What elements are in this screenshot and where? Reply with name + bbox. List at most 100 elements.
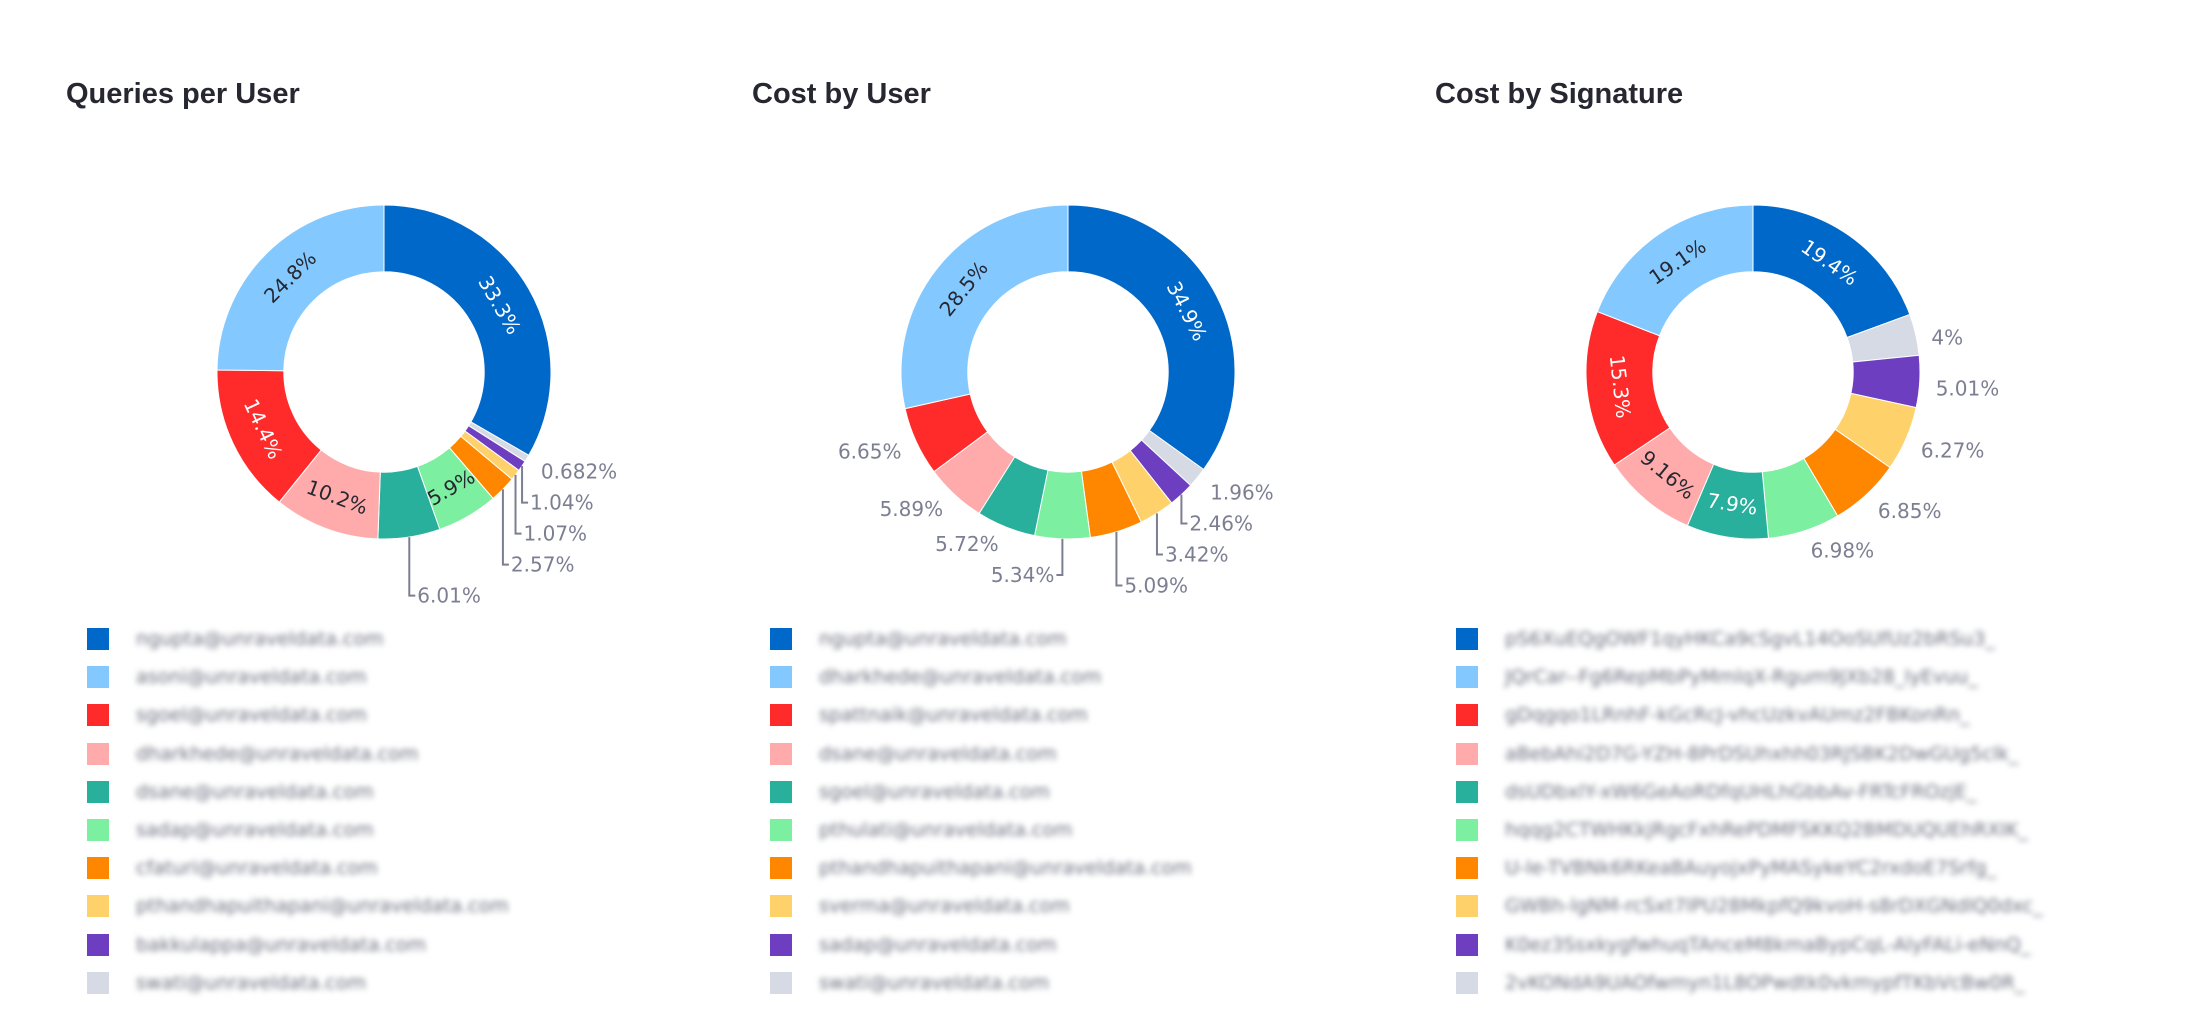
legend-item[interactable]: sadap@unraveldata.com xyxy=(87,811,509,849)
legend-item[interactable]: K0ez3SsxkygfwhuqTAnceM8kmaBypCqL-AlyFALi… xyxy=(1456,926,2043,964)
slice-label: 3.42% xyxy=(1165,543,1229,567)
legend-item[interactable]: ngupta@unraveldata.com xyxy=(770,620,1192,658)
legend-label: dharkhede@unraveldata.com xyxy=(819,666,1102,689)
legend-item[interactable]: 2vKONdA9UAOfwmyn1L8OPwdtk0vkmypfTKbVcBw0… xyxy=(1456,964,2043,1002)
legend-item[interactable]: hqqg2CTWHKkjRgcFxhRePDMFSKKQ2BMDUQUEhRXI… xyxy=(1456,811,2043,849)
legend-item[interactable]: sadap@unraveldata.com xyxy=(770,926,1192,964)
slice-label: 5.89% xyxy=(880,497,944,521)
legend: ngupta@unraveldata.com dharkhede@unraveld… xyxy=(770,620,1192,1002)
legend-swatch xyxy=(87,780,109,803)
legend-item[interactable]: pthandhapuithapani@unraveldata.com xyxy=(770,849,1192,887)
donut-chart: 19.4%7.9%9.16%15.3%19.1%4%5.01%6.27%6.85… xyxy=(1585,204,2000,562)
legend-item[interactable]: dharkhede@unraveldata.com xyxy=(770,658,1192,696)
slice-label: 1.07% xyxy=(524,522,588,546)
legend-swatch xyxy=(1456,895,1478,918)
legend-label: spattnaik@unraveldata.com xyxy=(819,704,1088,727)
legend-item[interactable]: bakkulappa@unraveldata.com xyxy=(87,926,509,964)
chart-title: Queries per User xyxy=(66,78,300,110)
legend-label: dharkhede@unraveldata.com xyxy=(136,742,419,765)
legend-item[interactable]: asoni@unraveldata.com xyxy=(87,658,509,696)
pie-slice[interactable] xyxy=(216,204,385,372)
legend-swatch xyxy=(1456,780,1478,803)
chart-title: Cost by User xyxy=(752,78,931,110)
slice-label: 0.682% xyxy=(541,460,617,484)
slice-label: 2.57% xyxy=(511,553,575,577)
legend-swatch xyxy=(1456,704,1478,727)
legend-swatch xyxy=(87,628,109,651)
legend-swatch xyxy=(1456,666,1478,689)
slice-label: 5.09% xyxy=(1124,574,1188,598)
legend-swatch xyxy=(770,971,792,994)
pie-slice[interactable] xyxy=(383,204,552,456)
legend-label: aBebAhi2D7G-YZH-8PrDSUhxhh03RJSBK2DwGUg5… xyxy=(1505,742,2019,765)
legend-swatch xyxy=(87,704,109,727)
legend-label: JQrCar--Fg6RepMbPyMmlqX-Rgum9JXb28_lyEvu… xyxy=(1505,666,1978,689)
legend-item[interactable]: dsUDbxlY-xW6GeAoRDfqUHLhGbbAv-FRTcFROzjE… xyxy=(1456,773,2043,811)
legend-item[interactable]: gDqgqo1LRnhF-kGcRcJ-vhcUzkvAUmz2FBKonRn_ xyxy=(1456,696,2043,734)
legend-item[interactable]: JQrCar--Fg6RepMbPyMmlqX-Rgum9JXb28_lyEvu… xyxy=(1456,658,2043,696)
slice-label: 6.27% xyxy=(1921,438,1985,462)
slice-label: 6.85% xyxy=(1878,499,1942,523)
legend-label: K0ez3SsxkygfwhuqTAnceM8kmaBypCqL-AlyFALi… xyxy=(1505,933,2031,956)
pie-slice[interactable] xyxy=(1596,204,1754,337)
legend-label: pthandhapuithapani@unraveldata.com xyxy=(819,857,1192,880)
legend-item[interactable]: aBebAhi2D7G-YZH-8PrDSUhxhh03RJSBK2DwGUg5… xyxy=(1456,735,2043,773)
slice-label: 6.98% xyxy=(1811,538,1875,562)
legend-label: cfaturi@unraveldata.com xyxy=(136,857,378,880)
legend-item[interactable]: pthandhapuithapani@unraveldata.com xyxy=(87,887,509,925)
legend-item[interactable]: cfaturi@unraveldata.com xyxy=(87,849,509,887)
legend-swatch xyxy=(1456,857,1478,880)
legend-item[interactable]: U-le-TVBNk6RKeaBAuyojxPyMASykeYC2rxdoE7S… xyxy=(1456,849,2043,887)
legend-item[interactable]: GWBh-lgNM-rcSxt7lPU28MkpfQ9kvoH-s8rDXGNd… xyxy=(1456,887,2043,925)
legend-item[interactable]: dsane@unraveldata.com xyxy=(87,773,509,811)
legend-swatch xyxy=(87,857,109,880)
pie-slice[interactable] xyxy=(1067,204,1236,471)
donut-chart: 34.9%28.5%1.96%2.46%3.42%5.09%6.65%5.89%… xyxy=(838,204,1274,598)
legend-item[interactable]: sgoel@unraveldata.com xyxy=(87,696,509,734)
leader-line xyxy=(1115,531,1123,587)
legend-label: pthulati@unraveldata.com xyxy=(819,819,1073,842)
legend-item[interactable]: pS6XuEQgOWF1qyHKCa9cSgvL14OoSUfUz2bRSu3_ xyxy=(1456,620,2043,658)
chart-panel-cost-by-signature: Cost by Signature pS6XuEQgOWF1qyHKCa9cSg… xyxy=(1370,0,2060,1024)
legend-item[interactable]: swati@unraveldata.com xyxy=(87,964,509,1002)
legend-item[interactable]: swati@unraveldata.com xyxy=(770,964,1192,1002)
legend-swatch xyxy=(1456,819,1478,842)
legend-swatch xyxy=(770,628,792,651)
legend-swatch xyxy=(770,704,792,727)
chart-panel-queries-per-user: Queries per User ngupta@unraveldata.com a… xyxy=(0,0,690,1024)
leader-line xyxy=(501,489,509,566)
legend: ngupta@unraveldata.com asoni@unraveldata.… xyxy=(87,620,509,1002)
legend-label: sadap@unraveldata.com xyxy=(819,933,1057,956)
pie-slice[interactable] xyxy=(900,204,1069,410)
legend-item[interactable]: spattnaik@unraveldata.com xyxy=(770,696,1192,734)
legend-item[interactable]: dsane@unraveldata.com xyxy=(770,735,1192,773)
legend-label: sgoel@unraveldata.com xyxy=(136,704,367,727)
leader-line xyxy=(1180,494,1188,525)
leader-line xyxy=(1056,538,1064,576)
legend-swatch xyxy=(770,933,792,956)
legend-item[interactable]: sverma@unraveldata.com xyxy=(770,887,1192,925)
legend-swatch xyxy=(87,971,109,994)
slice-label: 5.01% xyxy=(1936,376,2000,400)
legend-item[interactable]: ngupta@unraveldata.com xyxy=(87,620,509,658)
legend-label: hqqg2CTWHKkjRgcFxhRePDMFSKKQ2BMDUQUEhRXI… xyxy=(1505,819,2028,842)
legend-item[interactable]: pthulati@unraveldata.com xyxy=(770,811,1192,849)
legend-swatch xyxy=(770,819,792,842)
slice-label: 4% xyxy=(1931,325,1963,349)
legend-item[interactable]: dharkhede@unraveldata.com xyxy=(87,735,509,773)
donut-chart: 33.3%5.9%10.2%14.4%24.8%0.682%1.04%1.07%… xyxy=(216,204,617,608)
legend-label: asoni@unraveldata.com xyxy=(136,666,367,689)
legend-label: ngupta@unraveldata.com xyxy=(136,628,384,651)
legend-swatch xyxy=(87,895,109,918)
legend-swatch xyxy=(770,857,792,880)
legend-label: 2vKONdA9UAOfwmyn1L8OPwdtk0vkmypfTKbVcBw0… xyxy=(1505,971,2025,994)
leader-line xyxy=(1155,513,1163,556)
legend-item[interactable]: sgoel@unraveldata.com xyxy=(770,773,1192,811)
slice-label: 2.46% xyxy=(1189,512,1253,536)
chart-title: Cost by Signature xyxy=(1435,78,1684,110)
slice-label: 5.34% xyxy=(991,563,1055,587)
legend-label: dsane@unraveldata.com xyxy=(819,742,1057,765)
legend-swatch xyxy=(770,742,792,765)
legend-swatch xyxy=(770,895,792,918)
legend-label: GWBh-lgNM-rcSxt7lPU28MkpfQ9kvoH-s8rDXGNd… xyxy=(1505,895,2043,918)
